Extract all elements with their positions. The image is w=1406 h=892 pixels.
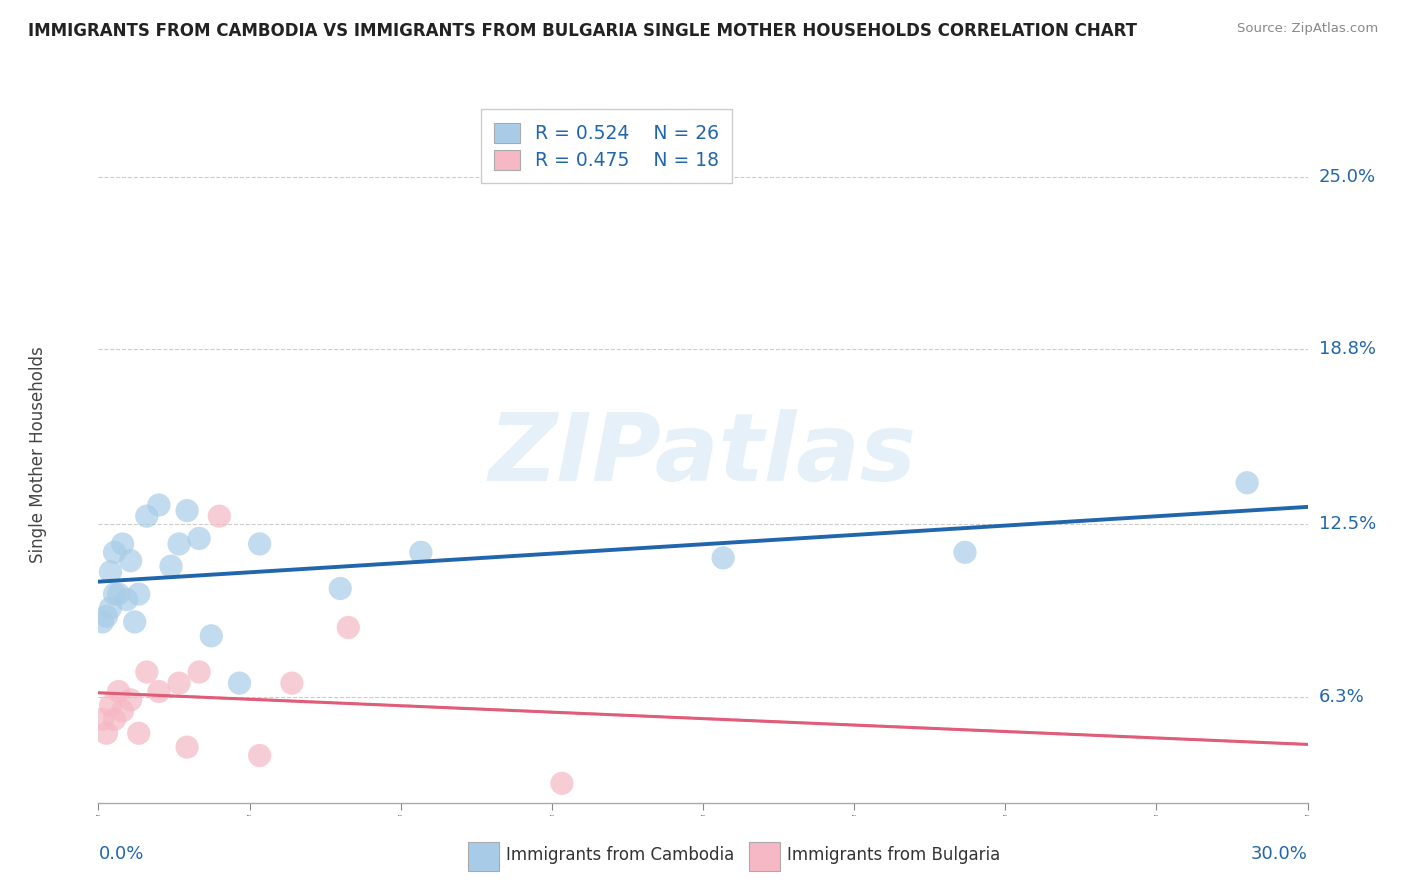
Point bbox=[103, 712, 125, 726]
Point bbox=[107, 684, 129, 698]
Point bbox=[1236, 475, 1258, 490]
Point bbox=[148, 498, 170, 512]
Point bbox=[100, 698, 122, 713]
Point bbox=[128, 726, 150, 740]
Point bbox=[100, 565, 122, 579]
Point bbox=[208, 509, 231, 524]
Legend: R = 0.524    N = 26, R = 0.475    N = 18: R = 0.524 N = 26, R = 0.475 N = 18 bbox=[481, 110, 733, 183]
Text: Immigrants from Cambodia: Immigrants from Cambodia bbox=[506, 846, 734, 863]
Text: Immigrants from Bulgaria: Immigrants from Bulgaria bbox=[787, 846, 1001, 863]
Point bbox=[124, 615, 146, 629]
Point bbox=[167, 676, 190, 690]
Text: 30.0%: 30.0% bbox=[1251, 845, 1308, 863]
Text: Single Mother Households: Single Mother Households bbox=[30, 347, 46, 563]
Point bbox=[176, 740, 198, 755]
Point bbox=[103, 545, 125, 559]
Point bbox=[120, 693, 142, 707]
Point bbox=[135, 665, 157, 679]
Point bbox=[200, 629, 222, 643]
Point bbox=[96, 609, 118, 624]
Text: 6.3%: 6.3% bbox=[1319, 688, 1364, 706]
Point bbox=[329, 582, 352, 596]
Point bbox=[409, 545, 432, 559]
Point bbox=[249, 537, 271, 551]
Point bbox=[160, 559, 183, 574]
Point bbox=[148, 684, 170, 698]
Text: Source: ZipAtlas.com: Source: ZipAtlas.com bbox=[1237, 22, 1378, 36]
Point bbox=[167, 537, 190, 551]
Text: 12.5%: 12.5% bbox=[1319, 516, 1376, 533]
Point bbox=[711, 550, 734, 565]
Point bbox=[249, 748, 271, 763]
Text: ZIPatlas: ZIPatlas bbox=[489, 409, 917, 501]
Point bbox=[188, 665, 211, 679]
Text: 25.0%: 25.0% bbox=[1319, 168, 1376, 186]
Point bbox=[281, 676, 304, 690]
Point bbox=[188, 532, 211, 546]
Point bbox=[91, 712, 114, 726]
Point bbox=[96, 726, 118, 740]
Point bbox=[103, 587, 125, 601]
Point bbox=[228, 676, 250, 690]
Point bbox=[91, 615, 114, 629]
Point bbox=[115, 592, 138, 607]
Point bbox=[111, 537, 134, 551]
Point bbox=[953, 545, 976, 559]
Point bbox=[120, 554, 142, 568]
Point bbox=[337, 620, 360, 634]
Text: 0.0%: 0.0% bbox=[98, 845, 143, 863]
Text: 18.8%: 18.8% bbox=[1319, 340, 1375, 359]
Point bbox=[111, 704, 134, 718]
Point bbox=[107, 587, 129, 601]
Point bbox=[100, 601, 122, 615]
Point bbox=[551, 776, 574, 790]
Point bbox=[176, 503, 198, 517]
Text: IMMIGRANTS FROM CAMBODIA VS IMMIGRANTS FROM BULGARIA SINGLE MOTHER HOUSEHOLDS CO: IMMIGRANTS FROM CAMBODIA VS IMMIGRANTS F… bbox=[28, 22, 1137, 40]
Point bbox=[128, 587, 150, 601]
Point bbox=[135, 509, 157, 524]
